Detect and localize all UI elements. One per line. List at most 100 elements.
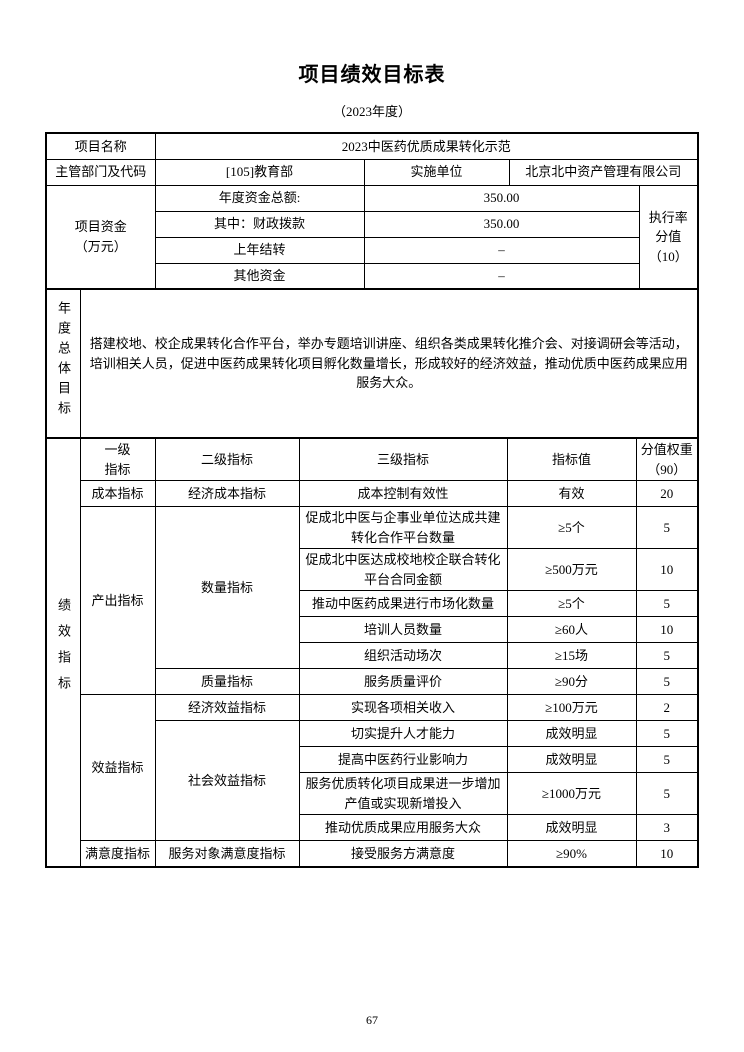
header-weight: 分值权重 （90）: [635, 437, 699, 481]
level2-economic-cost: 经济成本指标: [154, 480, 300, 507]
level3-indicator: 推动中医药成果进行市场化数量: [298, 590, 508, 617]
indicator-weight: 10: [635, 616, 699, 643]
indicator-row: 效益指标 经济效益指标 实现各项相关收入 ≥100万元 2: [46, 694, 699, 841]
level3-indicator: 服务优质转化项目成果进一步增加产值或实现新增投入: [298, 772, 508, 815]
indicator-weight: 3: [635, 814, 699, 841]
level1-benefit: 效益指标: [79, 694, 156, 841]
level2-satisfaction: 服务对象满意度指标: [154, 840, 300, 867]
indicator-row: 培训人员数量 ≥60人 10: [46, 616, 699, 643]
indicator-row: 产出指标 数量指标 促成北中医与企事业单位达成共建转化合作平台数量 ≥5个 5: [46, 506, 699, 695]
indicator-weight: 5: [635, 668, 699, 695]
indicators-table: 绩效指标 一级 指标 二级指标 三级指标 指标值 分值权重 （90） 成本指标 …: [45, 437, 699, 868]
indicator-value: ≥90分: [506, 668, 637, 695]
header-level1: 一级 指标: [79, 437, 156, 481]
indicators-label-cell: 绩效指标: [45, 437, 81, 867]
page-number: 67: [366, 1013, 378, 1027]
indicator-row: 成本指标 经济成本指标 成本控制有效性 有效 20: [46, 480, 699, 507]
level3-indicator: 促成北中医达成校地校企联合转化平台合同金额: [298, 548, 508, 591]
indicator-weight: 5: [635, 590, 699, 617]
indicator-row: 提高中医药行业影响力 成效明显 5: [46, 746, 699, 773]
funding-total-value: 350.00: [363, 184, 640, 212]
indicator-value: ≥500万元: [506, 548, 637, 591]
project-name-row: 项目名称 2023中医药优质成果转化示范: [45, 132, 699, 160]
level3-indicator: 提高中医药行业影响力: [298, 746, 508, 773]
level3-indicator: 成本控制有效性: [298, 480, 508, 507]
indicator-value: ≥15场: [506, 642, 637, 669]
header-level3: 三级指标: [298, 437, 508, 481]
funding-row-carryover: 上年结转 –: [46, 236, 698, 264]
dept-label: 主管部门及代码: [45, 158, 156, 186]
project-name-value: 2023中医药优质成果转化示范: [154, 132, 699, 160]
level3-indicator: 服务质量评价: [298, 668, 508, 695]
indicator-weight: 5: [635, 720, 699, 747]
indicator-value: ≥60人: [506, 616, 637, 643]
level1-cost: 成本指标: [79, 480, 156, 507]
indicator-weight: 5: [635, 772, 699, 815]
indicator-row: 满意度指标 服务对象满意度指标 接受服务方满意度 ≥90% 10: [46, 840, 699, 867]
annual-goal-text: 搭建校地、校企成果转化合作平台，举办专题培训讲座、组织各类成果转化推介会、对接调…: [79, 288, 699, 439]
indicator-value: ≥100万元: [506, 694, 637, 721]
level2-quantity: 数量指标: [154, 506, 300, 669]
level3-indicator: 推动优质成果应用服务大众: [298, 814, 508, 841]
indicator-row: 推动中医药成果进行市场化数量 ≥5个 5: [46, 590, 699, 617]
level3-indicator: 培训人员数量: [298, 616, 508, 643]
level3-indicator: 实现各项相关收入: [298, 694, 508, 721]
indicator-row: 服务优质转化项目成果进一步增加产值或实现新增投入 ≥1000万元 5: [46, 772, 699, 815]
impl-unit-label: 实施单位: [363, 158, 510, 186]
project-info-table: 项目名称 2023中医药优质成果转化示范 主管部门及代码 [105]教育部 实施…: [45, 132, 700, 290]
indicator-weight: 2: [635, 694, 699, 721]
funding-carryover-value: –: [363, 236, 640, 264]
indicator-value: 成效明显: [506, 720, 637, 747]
impl-unit-value: 北京北中资产管理有限公司: [508, 158, 699, 186]
funding-carryover-label: 上年结转: [154, 236, 365, 264]
annual-goal-row: 年度总体目标 搭建校地、校企成果转化合作平台，举办专题培训讲座、组织各类成果转化…: [45, 288, 699, 439]
indicator-value: ≥1000万元: [506, 772, 637, 815]
indicator-weight: 10: [635, 548, 699, 591]
header-value: 指标值: [506, 437, 637, 481]
indicator-value: 成效明显: [506, 814, 637, 841]
indicator-weight: 10: [635, 840, 699, 867]
funding-other-label: 其他资金: [154, 262, 365, 290]
funding-fiscal-label: 其中：财政拨款: [154, 210, 365, 238]
annual-goal-label: 年度总体目标: [56, 300, 71, 421]
indicator-value: ≥5个: [506, 506, 637, 549]
execution-rate-label: 执行率 分值 （10）: [638, 184, 699, 290]
level2-social-benefit: 社会效益指标: [154, 720, 300, 841]
indicator-value: ≥90%: [506, 840, 637, 867]
dept-row: 主管部门及代码 [105]教育部 实施单位 北京北中资产管理有限公司: [45, 158, 699, 186]
level3-indicator: 接受服务方满意度: [298, 840, 508, 867]
indicator-value: 有效: [506, 480, 637, 507]
funding-label: 项目资金 （万元）: [45, 184, 156, 290]
funding-fiscal-value: 350.00: [363, 210, 640, 238]
funding-row-total: 项目资金 （万元） 年度资金总额: 350.00 执行率 分值 （10）: [45, 184, 699, 290]
level2-quality: 质量指标: [154, 668, 300, 695]
funding-other-value: –: [363, 262, 640, 290]
indicator-row: 促成北中医达成校地校企联合转化平台合同金额 ≥500万元 10: [46, 548, 699, 591]
page-title: 项目绩效目标表: [298, 64, 446, 86]
level2-economic-benefit: 经济效益指标: [154, 694, 300, 721]
indicator-row: 组织活动场次 ≥15场 5: [46, 642, 699, 669]
annual-goal-table: 年度总体目标 搭建校地、校企成果转化合作平台，举办专题培训讲座、组织各类成果转化…: [45, 288, 699, 439]
indicator-weight: 5: [635, 746, 699, 773]
level1-output: 产出指标: [79, 506, 156, 695]
funding-row-fiscal: 其中：财政拨款 350.00: [46, 210, 698, 238]
indicator-weight: 20: [635, 480, 699, 507]
indicator-value: ≥5个: [506, 590, 637, 617]
header-level2: 二级指标: [154, 437, 300, 481]
indicators-label: 绩效指标: [56, 597, 71, 702]
annual-goal-label-cell: 年度总体目标: [45, 288, 81, 439]
funding-total-label: 年度资金总额:: [154, 184, 365, 212]
level3-indicator: 组织活动场次: [298, 642, 508, 669]
level3-indicator: 促成北中医与企事业单位达成共建转化合作平台数量: [298, 506, 508, 549]
indicator-weight: 5: [635, 506, 699, 549]
indicator-value: 成效明显: [506, 746, 637, 773]
page-subtitle: （2023年度）: [332, 104, 411, 119]
level1-satisfaction: 满意度指标: [79, 840, 156, 867]
project-name-label: 项目名称: [45, 132, 156, 160]
indicator-weight: 5: [635, 642, 699, 669]
indicators-header-row: 绩效指标 一级 指标 二级指标 三级指标 指标值 分值权重 （90）: [45, 437, 699, 867]
level3-indicator: 切实提升人才能力: [298, 720, 508, 747]
dept-value: [105]教育部: [154, 158, 365, 186]
funding-row-other: 其他资金 –: [46, 262, 698, 290]
